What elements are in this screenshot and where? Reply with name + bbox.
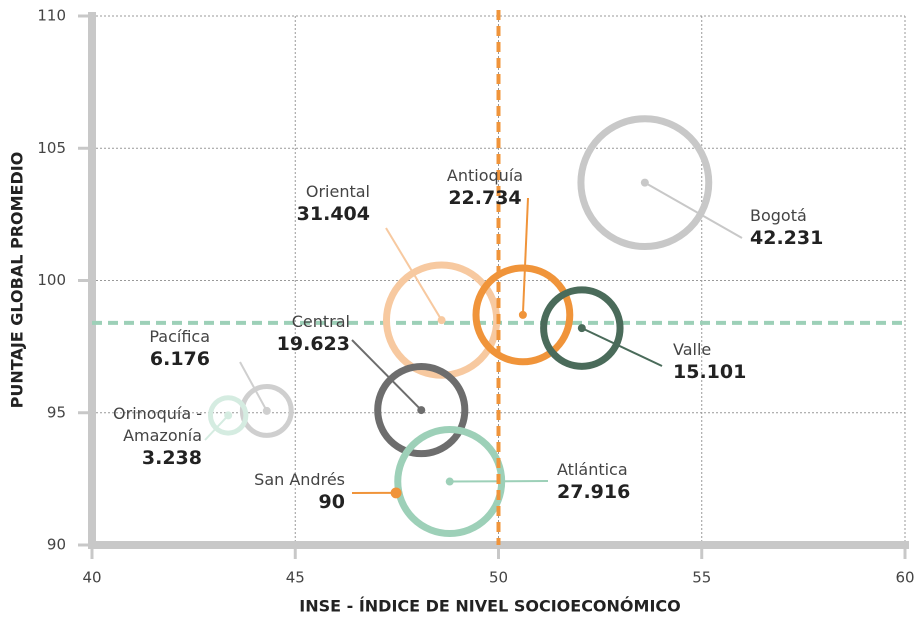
- bubble: [374, 363, 469, 458]
- y-tick-label: 105: [37, 139, 66, 157]
- bubble-name: Bogotá: [750, 206, 807, 225]
- bubble-name: Central: [291, 312, 350, 331]
- y-axis-title: PUNTAJE GLOBAL PROMEDIO: [8, 152, 27, 409]
- y-tick-label: 110: [37, 7, 66, 25]
- bubble-size-label: 15.101: [673, 361, 747, 383]
- leader-line: [644, 181, 743, 239]
- bubble: [207, 395, 249, 436]
- bubble: [239, 383, 294, 438]
- leader-line: [581, 327, 663, 367]
- bubble-name: San Andrés: [254, 470, 345, 489]
- y-tick-label: 90: [47, 536, 66, 554]
- x-tick-label: 50: [489, 569, 508, 587]
- bubble-size-label: 22.734: [448, 187, 522, 209]
- bubble: [577, 115, 713, 251]
- leader-line: [351, 339, 422, 411]
- bubble-name: Oriental: [305, 182, 370, 201]
- center-dot: [392, 488, 401, 497]
- center-dot: [262, 406, 271, 415]
- center-dot: [577, 324, 586, 333]
- leader-line: [239, 361, 268, 412]
- leader-line: [204, 414, 229, 441]
- bubble-name: Orinoquía - Amazonía: [113, 404, 202, 445]
- y-tick-label: 95: [47, 403, 66, 421]
- leader-line: [385, 227, 443, 321]
- center-dot: [518, 310, 527, 319]
- center-dot: [224, 411, 233, 420]
- center-dot: [445, 477, 454, 486]
- bubble-size-label: 3.238: [141, 447, 202, 469]
- bubble: [540, 286, 624, 370]
- bubble-size-label: 27.916: [557, 481, 631, 503]
- bubble-name: Antioquía: [446, 166, 524, 185]
- y-tick-label: 100: [37, 271, 66, 289]
- center-dot: [437, 316, 446, 325]
- bubble-size-label: 90: [318, 491, 345, 513]
- bubble-size-label: 42.231: [750, 227, 824, 249]
- x-tick-label: 40: [82, 569, 101, 587]
- bubble-name: Valle: [673, 340, 712, 359]
- center-dot: [640, 178, 649, 187]
- x-tick-label: 60: [895, 569, 914, 587]
- x-axis-title: INSE - ÍNDICE DE NIVEL SOCIOECONÓMICO: [299, 597, 681, 616]
- bubble: [472, 264, 574, 366]
- x-tick-label: 45: [286, 569, 305, 587]
- bubble-size-label: 31.404: [296, 203, 370, 225]
- bubble-size-label: 19.623: [276, 333, 350, 355]
- x-tick-label: 55: [692, 569, 711, 587]
- bubble-name: Pacífica: [149, 327, 210, 346]
- bubble-name: Atlántica: [557, 460, 628, 479]
- leader-line: [521, 197, 529, 315]
- center-dot: [417, 406, 426, 415]
- bubble-size-label: 6.176: [149, 348, 210, 370]
